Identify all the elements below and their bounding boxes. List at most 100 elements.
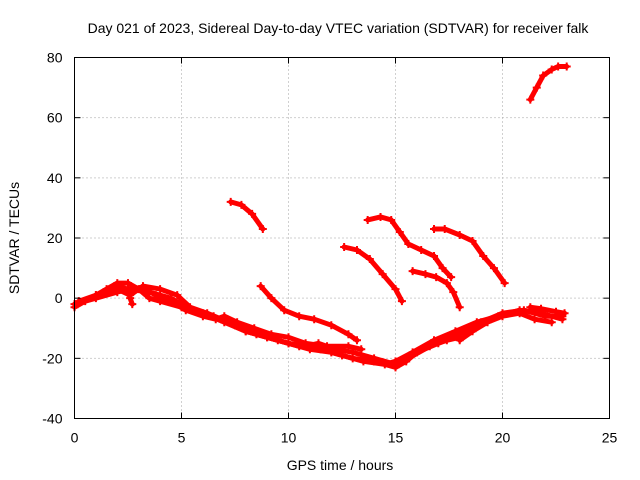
data-point — [327, 321, 336, 330]
data-point — [539, 71, 548, 80]
data-point — [560, 309, 569, 318]
series-track-n — [527, 64, 570, 103]
data-point — [562, 62, 571, 71]
data-point — [211, 315, 220, 324]
data-point — [295, 312, 304, 321]
data-point — [258, 224, 267, 233]
y-tick-label: 20 — [47, 230, 63, 246]
data-point — [370, 354, 379, 363]
data-point — [442, 279, 451, 288]
data-point — [301, 339, 310, 348]
data-point — [455, 336, 464, 345]
series-track-h — [228, 199, 266, 232]
y-tick-label: 80 — [47, 50, 63, 66]
data-point — [468, 237, 477, 246]
data-point — [113, 282, 122, 291]
data-point — [124, 285, 132, 294]
data-point — [432, 273, 441, 282]
y-tick-label: 40 — [47, 170, 63, 186]
y-axis-ticks: -40 -20 0 20 40 60 80 — [42, 50, 610, 427]
data-point — [468, 327, 477, 336]
data-series — [70, 62, 571, 372]
data-point — [391, 285, 400, 294]
data-point — [430, 252, 439, 261]
data-point — [310, 315, 319, 324]
data-point — [404, 240, 413, 249]
y-tick-label: 0 — [55, 290, 63, 306]
data-point — [344, 342, 353, 351]
data-point — [128, 300, 137, 309]
data-point — [363, 215, 372, 224]
data-point — [472, 318, 481, 327]
data-point — [284, 333, 293, 342]
data-point — [455, 230, 464, 239]
series-track-j — [341, 244, 405, 304]
series-track-b — [72, 286, 565, 367]
data-point — [397, 297, 406, 306]
data-point — [226, 197, 235, 206]
data-point — [267, 330, 276, 339]
y-tick-label: -20 — [42, 350, 62, 366]
data-point — [395, 227, 404, 236]
data-point — [489, 264, 498, 273]
data-point — [237, 200, 246, 209]
data-point — [365, 255, 374, 264]
data-point — [451, 327, 460, 336]
data-point — [447, 273, 456, 282]
data-point — [156, 285, 165, 294]
data-point — [530, 315, 539, 324]
data-point — [248, 209, 257, 218]
y-tick-label: 60 — [47, 110, 63, 126]
data-point — [425, 342, 434, 351]
data-point — [558, 315, 567, 324]
data-point — [126, 294, 135, 303]
data-point — [421, 270, 430, 279]
data-point — [344, 330, 353, 339]
data-point — [359, 357, 368, 366]
data-point — [340, 243, 349, 252]
data-point — [250, 324, 259, 333]
data-point — [532, 83, 541, 92]
x-tick-label: 5 — [178, 430, 186, 446]
data-point — [198, 312, 207, 321]
data-point — [417, 246, 426, 255]
data-point — [515, 309, 524, 318]
data-point — [241, 327, 250, 336]
data-point — [280, 306, 289, 315]
data-point — [220, 312, 229, 321]
data-point — [547, 318, 556, 327]
data-point — [479, 252, 488, 261]
data-point — [404, 354, 413, 363]
data-point — [554, 62, 563, 71]
y-tick-label: -40 — [42, 411, 62, 427]
data-point — [391, 360, 400, 369]
data-point — [91, 291, 100, 300]
series-track-g — [527, 304, 568, 316]
x-axis-label: GPS time / hours — [287, 457, 394, 473]
data-point — [498, 312, 507, 321]
x-tick-label: 20 — [495, 430, 511, 446]
data-point — [552, 307, 560, 316]
series-track-a — [72, 280, 565, 370]
data-point — [438, 264, 447, 273]
data-point — [378, 270, 387, 279]
data-point — [483, 318, 492, 327]
data-point — [173, 291, 182, 300]
x-axis-ticks: 0 5 10 15 20 25 — [71, 57, 618, 446]
data-point — [526, 303, 535, 312]
data-point — [387, 215, 396, 224]
data-point — [141, 285, 150, 294]
data-point — [537, 304, 546, 313]
data-point — [376, 212, 385, 221]
data-point — [430, 224, 439, 233]
data-point — [357, 345, 366, 354]
data-point — [526, 95, 535, 104]
x-tick-label: 25 — [602, 430, 618, 446]
data-point — [408, 267, 417, 276]
y-axis-label: SDTVAR / TECUs — [6, 182, 22, 294]
data-point — [323, 342, 332, 351]
data-point — [449, 288, 458, 297]
data-point — [267, 294, 276, 303]
data-point — [442, 336, 451, 345]
